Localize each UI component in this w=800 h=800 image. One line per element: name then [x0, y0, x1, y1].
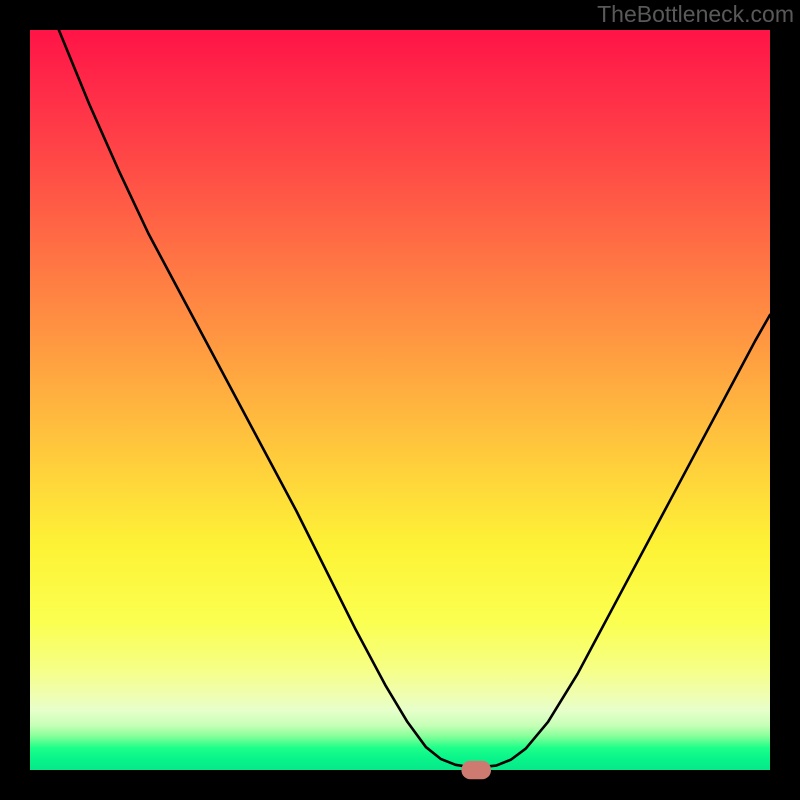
watermark-label: TheBottleneck.com: [597, 0, 794, 28]
optimal-point-marker: [461, 761, 491, 780]
chart-background: [30, 30, 770, 770]
